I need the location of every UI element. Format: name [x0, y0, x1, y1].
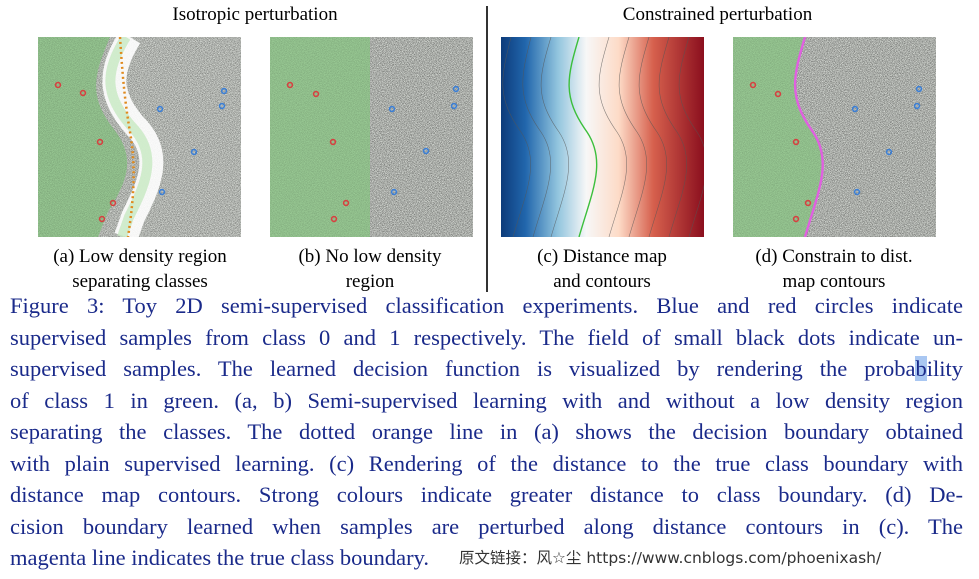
caption-line: supervised samples from class 0 and 1 re…	[10, 324, 963, 350]
panel-c-distance-map	[501, 37, 704, 237]
source-watermark: 原文链接：风☆尘 https://www.cnblogs.com/phoenix…	[459, 549, 882, 567]
caption-line: of class 1 in green. (a, b) Semi-supervi…	[10, 387, 963, 413]
caption-line: separating the classes. The dotted orang…	[10, 419, 963, 444]
panel-d-constrained	[733, 37, 936, 237]
blue-circle-icon	[156, 87, 228, 196]
subcaption-d: (d) Constrain to dist. map contours	[755, 246, 913, 292]
figure-caption: Figure 3: Toy 2D semi-supervised classif…	[10, 290, 963, 575]
subcaption-c: (c) Distance map and contours	[537, 246, 667, 292]
caption-line: cision boundary learned when samples are…	[10, 513, 963, 539]
caption-line: with plain supervised learning. (c) Rend…	[10, 450, 963, 476]
distance-contours	[502, 37, 704, 237]
subcaption-a: (a) Low density region separating classes	[53, 246, 227, 292]
group-title-isotropic: Isotropic perturbation	[172, 4, 338, 25]
panel-b-no-low-density	[270, 37, 473, 237]
blue-circle-icon	[851, 85, 923, 196]
subcaption-b: (b) No low density region	[298, 246, 442, 292]
caption-line: Figure 3: Toy 2D semi-supervised classif…	[10, 293, 963, 318]
group-divider	[486, 6, 488, 292]
caption-line: distance map contours. Strong colours in…	[10, 482, 963, 507]
text-selection-highlight: b	[915, 356, 927, 381]
red-circle-icon	[286, 81, 350, 223]
red-circle-icon	[54, 81, 117, 223]
group-title-constrained: Constrained perturbation	[622, 4, 813, 25]
red-circle-icon	[749, 81, 812, 223]
caption-line: supervised samples. The learned decision…	[10, 356, 963, 381]
panel-a-low-density	[38, 37, 241, 237]
caption-line: magenta line indicates the true class bo…	[10, 545, 882, 570]
blue-circle-icon	[388, 85, 460, 196]
